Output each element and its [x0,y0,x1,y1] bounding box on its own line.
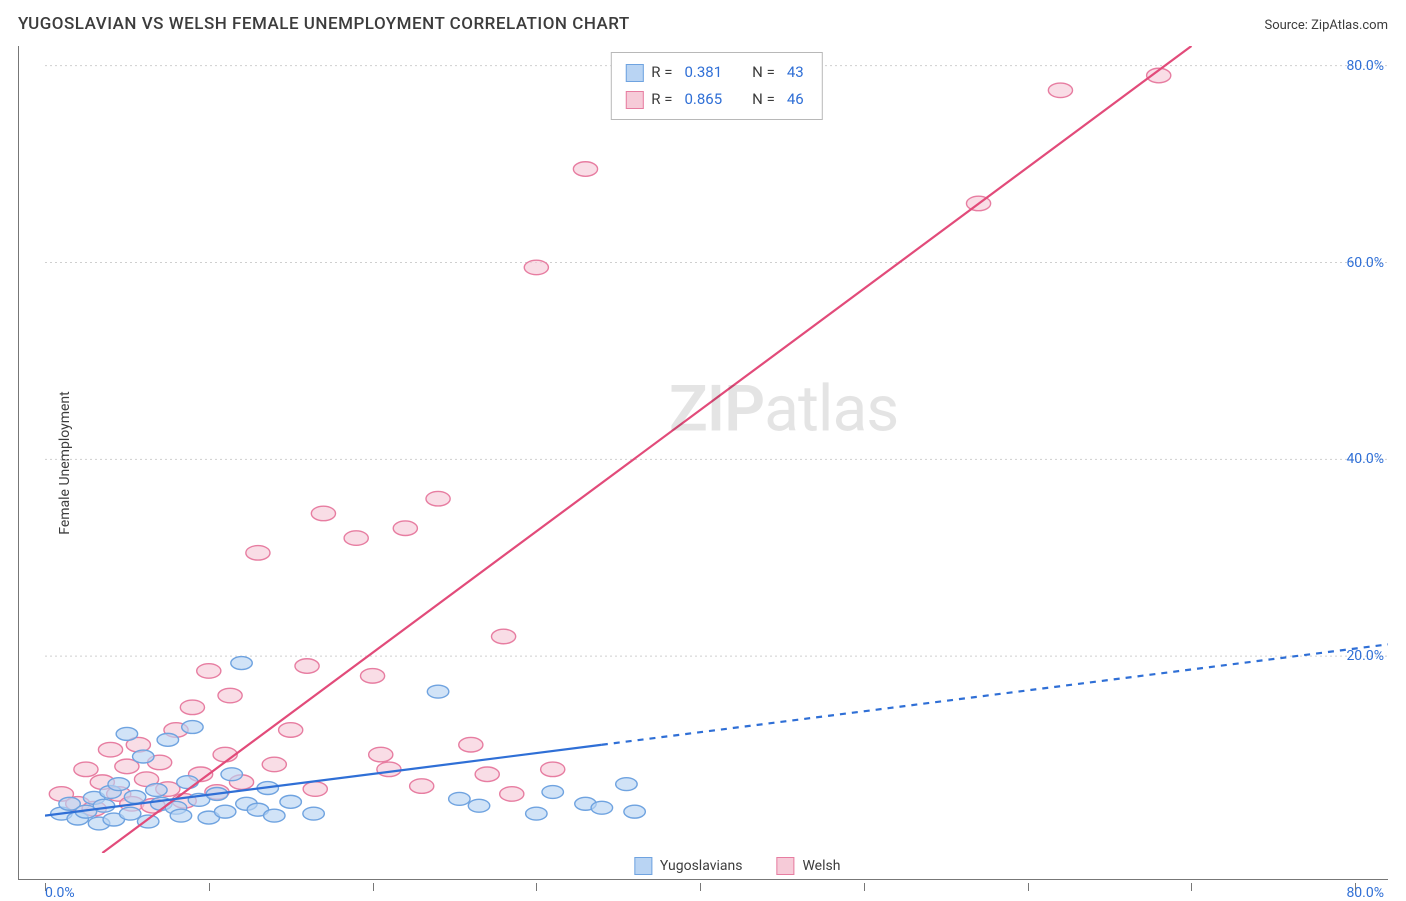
point-welsh [1048,83,1072,98]
legend-label-yugoslavians: Yugoslavians [660,858,743,874]
point-yugoslavians [616,778,637,791]
trend-line [45,745,602,816]
point-welsh [475,767,499,782]
chart-area: Female Unemployment ZIPatlas R = 0.381 N… [18,46,1388,880]
point-welsh [180,700,204,715]
source-prefix: Source: [1264,18,1311,33]
stats-n-label: N = [752,86,775,113]
swatch-yugoslavians [625,64,643,82]
x-tick [373,883,374,891]
point-yugoslavians [157,733,178,746]
point-welsh [344,531,368,546]
x-tick [1191,883,1192,891]
point-welsh [377,762,401,777]
x-tick [864,883,865,891]
stats-row-yugoslavians: R = 0.381 N = 43 [625,59,807,86]
point-yugoslavians [542,786,563,799]
point-yugoslavians [177,776,198,789]
point-welsh [303,782,327,797]
chart-title: YUGOSLAVIAN VS WELSH FEMALE UNEMPLOYMENT… [18,14,630,34]
point-welsh [360,669,384,684]
stats-row-welsh: R = 0.865 N = 46 [625,86,807,113]
chart-source: Source: ZipAtlas.com [1264,18,1388,33]
point-welsh [426,491,450,506]
trend-line [602,644,1388,744]
x-tick [700,883,701,891]
point-yugoslavians [170,809,191,822]
point-yugoslavians [119,807,140,820]
point-yugoslavians [221,768,242,781]
point-yugoslavians [108,778,129,791]
point-welsh [573,162,597,177]
stats-r-value-yugoslavians: 0.381 [680,59,726,86]
point-yugoslavians [137,815,158,828]
point-welsh [74,762,98,777]
stats-r-value-welsh: 0.865 [680,86,726,113]
swatch-welsh [776,857,794,875]
plot-area: ZIPatlas R = 0.381 N = 43 R = 0.865 N = … [45,46,1388,853]
point-welsh [500,787,524,802]
point-welsh [218,688,242,703]
source-name: ZipAtlas.com [1311,18,1388,33]
point-welsh [279,723,303,738]
legend-item-welsh: Welsh [776,857,840,875]
legend-item-yugoslavians: Yugoslavians [634,857,743,875]
point-yugoslavians [303,807,324,820]
stats-r-label: R = [651,86,672,113]
trend-line [102,46,1191,853]
point-yugoslavians [264,809,285,822]
x-axis-start-label: 0.0% [45,885,75,901]
legend-label-welsh: Welsh [802,858,840,874]
point-welsh [410,779,434,794]
point-yugoslavians [427,685,448,698]
plot-svg [45,46,1388,853]
point-welsh [98,742,122,757]
x-tick [1355,883,1356,891]
point-welsh [524,260,548,275]
y-tick-label: 20.0% [1346,648,1384,664]
y-tick-label: 80.0% [1346,58,1384,74]
stats-n-value-yugoslavians: 43 [783,59,808,86]
stats-n-label: N = [752,59,775,86]
chart-header: YUGOSLAVIAN VS WELSH FEMALE UNEMPLOYMENT… [0,0,1406,42]
point-welsh [393,521,417,536]
point-yugoslavians [146,784,167,797]
x-axis-end-label: 80.0% [1346,885,1384,901]
x-tick [1028,883,1029,891]
x-tick [45,883,46,891]
point-yugoslavians [526,807,547,820]
stats-legend-box: R = 0.381 N = 43 R = 0.865 N = 46 [610,52,822,120]
swatch-yugoslavians [634,857,652,875]
point-welsh [262,757,286,772]
stats-r-label: R = [651,59,672,86]
point-yugoslavians [124,790,145,803]
point-welsh [295,659,319,674]
bottom-legend: Yugoslavians Welsh [634,857,841,875]
point-yugoslavians [449,792,470,805]
y-tick-label: 60.0% [1346,255,1384,271]
point-yugoslavians [182,721,203,734]
stats-n-value-welsh: 46 [783,86,808,113]
point-yugoslavians [280,795,301,808]
point-welsh [541,762,565,777]
point-yugoslavians [591,801,612,814]
point-yugoslavians [93,799,114,812]
point-welsh [369,747,393,762]
swatch-welsh [625,91,643,109]
point-welsh [459,737,483,752]
x-tick [209,883,210,891]
point-yugoslavians [116,727,137,740]
point-yugoslavians [624,805,645,818]
point-welsh [491,629,515,644]
y-tick-label: 40.0% [1346,451,1384,467]
point-welsh [197,664,221,679]
point-welsh [246,546,270,561]
point-welsh [311,506,335,521]
point-yugoslavians [231,657,252,670]
point-yugoslavians [468,799,489,812]
point-yugoslavians [214,805,235,818]
point-yugoslavians [133,750,154,763]
x-tick [536,883,537,891]
